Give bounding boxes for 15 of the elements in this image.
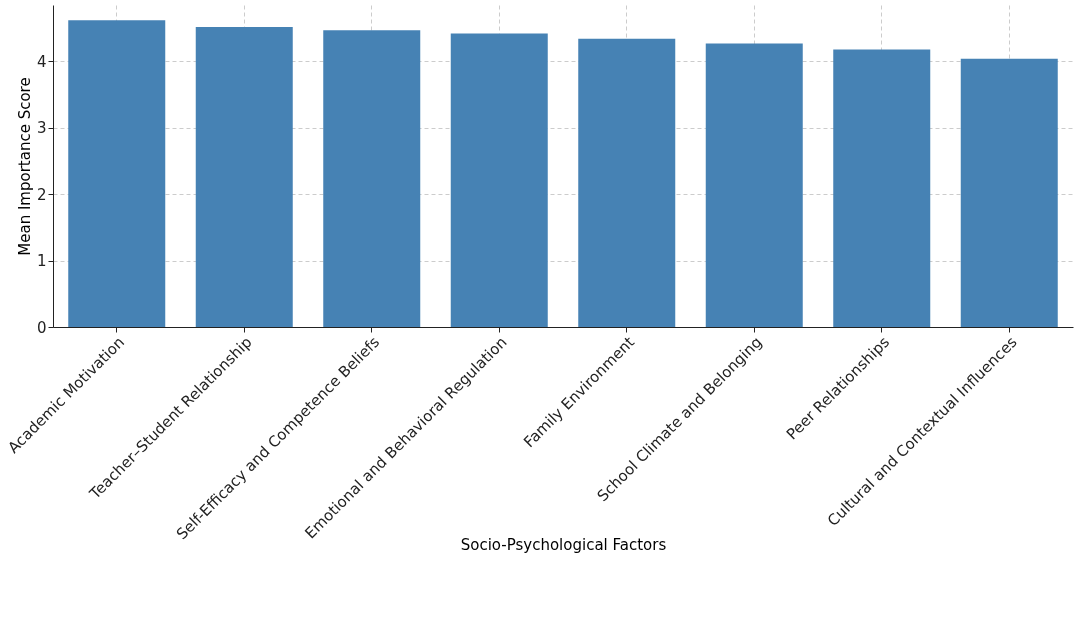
y-axis-title: Mean Importance Score [15,77,34,256]
y-tick-label: 2 [36,185,47,204]
bar [450,33,548,327]
bar [578,38,676,327]
bar [705,43,803,327]
bar [960,58,1058,327]
bar [833,49,931,327]
bar [195,26,293,327]
y-tick-label: 1 [36,252,47,271]
bar [68,20,166,327]
x-axis-title: Socio-Psychological Factors [460,535,667,554]
y-tick-label: 0 [36,318,47,337]
y-tick-label: 4 [36,52,47,71]
bar [323,30,421,327]
y-tick-label: 3 [36,119,47,138]
